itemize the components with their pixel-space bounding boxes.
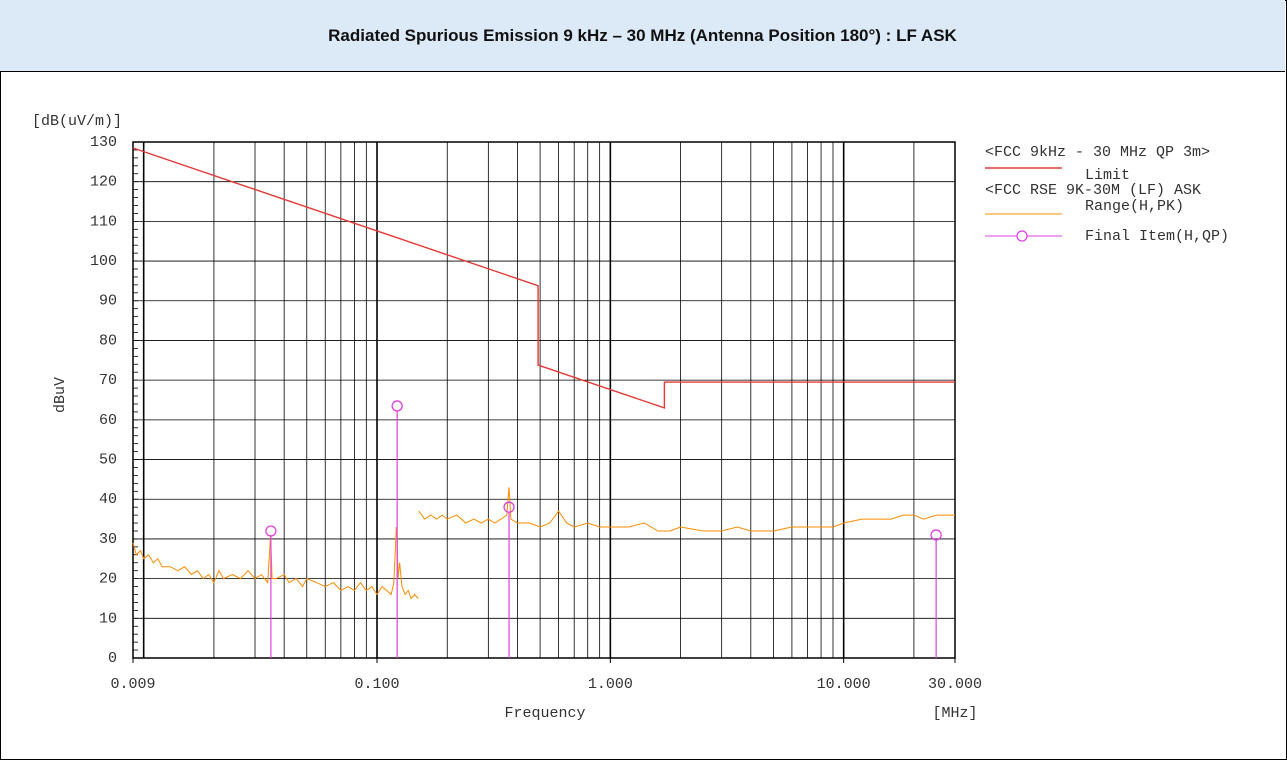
y-unit: [dB(uV/m)]	[32, 113, 122, 130]
final-item-marker	[503, 501, 515, 513]
final-item-marker	[930, 529, 942, 541]
legend-label: Range(H,PK)	[1085, 198, 1184, 215]
x-tick-label: 0.100	[355, 676, 400, 693]
y-tick-label: 130	[90, 134, 117, 151]
legend-label: Final Item(H,QP)	[1085, 228, 1229, 245]
x-tick-label: 0.009	[110, 676, 155, 693]
legend-label: Limit	[1085, 167, 1130, 184]
final-item-marker	[265, 525, 277, 537]
x-unit: [MHz]	[932, 705, 977, 722]
y-tick-label: 100	[90, 253, 117, 270]
y-tick-label: 80	[99, 332, 117, 349]
final-item-marker	[391, 400, 403, 412]
y-tick-label: 20	[99, 571, 117, 588]
series-line	[132, 487, 955, 600]
y-tick-label: 40	[99, 491, 117, 508]
plot-frame	[132, 141, 956, 659]
series-line	[132, 147, 955, 409]
y-tick-label: 60	[99, 412, 117, 429]
y-tick-label: 10	[99, 610, 117, 627]
y-axis-label: dBuV	[52, 377, 69, 413]
y-tick-label: 50	[99, 452, 117, 469]
y-tick-label: 70	[99, 372, 117, 389]
y-tick-label: 90	[99, 293, 117, 310]
legend-swatch	[1016, 230, 1028, 242]
y-tick-label: 120	[90, 174, 117, 191]
x-axis-label: Frequency	[504, 705, 585, 722]
x-tick-label: 30.000	[928, 676, 982, 693]
legend-group: <FCC 9kHz - 30 MHz QP 3m>	[985, 144, 1210, 161]
x-tick-label: 10.000	[817, 676, 871, 693]
legend-group: <FCC RSE 9K-30M (LF) ASK	[985, 182, 1201, 199]
chart-title: Radiated Spurious Emission 9 kHz – 30 MH…	[0, 0, 1285, 72]
y-tick-label: 110	[90, 213, 117, 230]
y-tick-label: 30	[99, 531, 117, 548]
x-tick-label: 1.000	[588, 676, 633, 693]
y-tick-label: 0	[108, 650, 117, 667]
